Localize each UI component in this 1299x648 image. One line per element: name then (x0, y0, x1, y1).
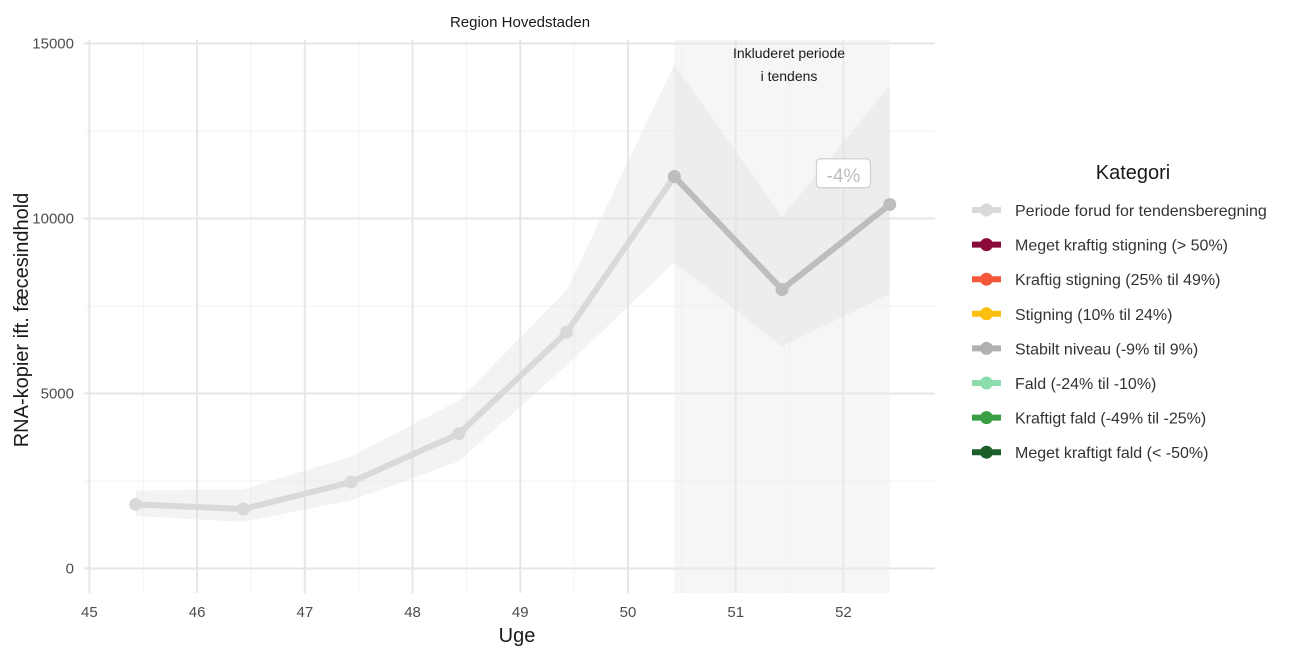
legend-title: Kategori (1096, 162, 1171, 184)
legend-item-label: Stabilt niveau (-9% til 9%) (1015, 341, 1198, 358)
confidence-band-0 (135, 64, 675, 522)
x-tick-label: 50 (620, 604, 637, 621)
legend-item-label: Kraftig stigning (25% til 49%) (1015, 272, 1220, 289)
legend-item: Meget kraftigt fald (< -50%) (972, 445, 1208, 462)
x-tick-label: 47 (296, 604, 313, 621)
plot-title: Region Hovedstaden (450, 14, 590, 31)
x-tick-label: 51 (727, 604, 744, 621)
series-points (129, 170, 897, 516)
legend-item: Kraftigt fald (-49% til -25%) (972, 411, 1206, 428)
data-point (775, 283, 789, 297)
legend-item: Periode forud for tendensberegning (972, 203, 1267, 220)
legend-key-point (980, 272, 993, 286)
legend-item-label: Kraftigt fald (-49% til -25%) (1015, 411, 1206, 428)
legend-key-point (980, 341, 993, 355)
legend: Kategori Periode forud for tendensberegn… (972, 162, 1267, 462)
legend-item: Stigning (10% til 24%) (972, 307, 1172, 324)
legend-key-point (980, 307, 993, 321)
legend-item: Meget kraftig stigning (> 50%) (972, 238, 1228, 255)
highlight-annotation-line1: Inkluderet periode (733, 45, 845, 61)
y-tick-label: 10000 (32, 211, 74, 228)
highlight-annotation-line2: i tendens (761, 68, 818, 84)
legend-item: Stabilt niveau (-9% til 9%) (972, 341, 1198, 358)
x-tick-label: 46 (189, 604, 206, 621)
confidence-bands (135, 64, 890, 522)
data-point (344, 475, 358, 489)
legend-item-label: Fald (-24% til -10%) (1015, 376, 1156, 393)
data-point (236, 502, 250, 516)
y-axis-title: RNA-kopier ift. fæcesindhold (11, 193, 33, 448)
legend-item-label: Periode forud for tendensberegning (1015, 203, 1267, 220)
data-point (560, 325, 574, 339)
data-point (452, 427, 466, 441)
legend-item: Fald (-24% til -10%) (972, 376, 1156, 393)
legend-item-label: Stigning (10% til 24%) (1015, 307, 1172, 324)
x-tick-labels: 45 46 47 48 49 50 51 52 (81, 604, 852, 621)
trend-period-highlight (674, 40, 890, 593)
x-axis-title: Uge (499, 625, 536, 647)
legend-items: Periode forud for tendensberegning Meget … (972, 203, 1267, 462)
data-point (667, 170, 681, 183)
legend-item-label: Meget kraftigt fald (< -50%) (1015, 445, 1208, 462)
grid (84, 40, 935, 593)
x-tick-label: 49 (512, 604, 529, 621)
x-tick-label: 48 (404, 604, 421, 621)
y-tick-label: 5000 (41, 386, 74, 403)
data-point (129, 497, 143, 511)
legend-key-point (980, 376, 993, 390)
percent-change-text: -4% (827, 166, 861, 187)
y-tick-labels: 0 5000 10000 15000 (32, 36, 74, 578)
legend-key-point (980, 411, 993, 425)
y-tick-label: 0 (66, 561, 74, 578)
legend-key-point (980, 203, 993, 217)
series-line-0 (132, 173, 678, 512)
legend-key-point (980, 238, 993, 252)
data-point (883, 198, 897, 211)
percent-change-box (815, 158, 872, 189)
confidence-band-1 (674, 64, 890, 347)
x-tick-label: 52 (835, 604, 852, 621)
percent-change-label: -4% (815, 158, 872, 189)
highlight-rect (674, 40, 890, 593)
legend-item: Kraftig stigning (25% til 49%) (972, 272, 1220, 289)
legend-item-label: Meget kraftig stigning (> 50%) (1015, 238, 1228, 255)
y-tick-label: 15000 (32, 36, 74, 53)
legend-key-point (980, 445, 993, 459)
x-tick-label: 45 (81, 604, 98, 621)
